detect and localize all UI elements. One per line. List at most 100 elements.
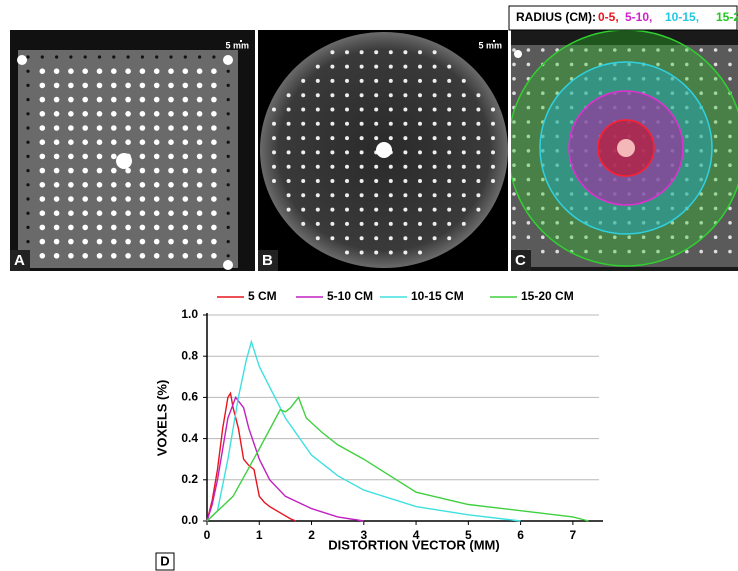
dot bbox=[26, 83, 30, 87]
dot bbox=[125, 182, 131, 188]
dot bbox=[111, 68, 117, 74]
dot bbox=[153, 224, 160, 231]
dot bbox=[139, 96, 146, 103]
dot bbox=[182, 82, 189, 89]
dot bbox=[182, 153, 189, 160]
dot bbox=[26, 197, 30, 201]
dot bbox=[598, 221, 603, 225]
dot bbox=[613, 249, 617, 254]
dot bbox=[39, 125, 46, 131]
dot bbox=[182, 224, 189, 231]
dot bbox=[96, 253, 103, 259]
dot bbox=[359, 164, 364, 169]
dot bbox=[139, 153, 146, 160]
dot bbox=[139, 224, 146, 231]
scale-bar bbox=[240, 40, 242, 42]
dot bbox=[569, 177, 574, 182]
dot bbox=[196, 111, 203, 117]
dot bbox=[685, 62, 689, 67]
dot bbox=[685, 91, 689, 95]
x-tick-label: 1 bbox=[256, 528, 263, 542]
dot bbox=[196, 182, 203, 188]
dot bbox=[168, 82, 174, 89]
dot bbox=[330, 150, 335, 155]
dot bbox=[168, 167, 174, 174]
dot bbox=[96, 238, 103, 245]
dot bbox=[526, 177, 531, 182]
dot bbox=[728, 177, 732, 182]
hole bbox=[116, 153, 132, 169]
dot bbox=[728, 48, 732, 52]
dot bbox=[403, 64, 408, 69]
dot bbox=[315, 64, 320, 69]
dot bbox=[345, 179, 349, 183]
dot bbox=[53, 139, 60, 145]
dot bbox=[713, 192, 718, 196]
dot bbox=[272, 150, 276, 155]
dot bbox=[374, 64, 379, 69]
dot bbox=[315, 221, 320, 226]
dot bbox=[461, 207, 466, 212]
dot bbox=[111, 182, 117, 188]
dot bbox=[713, 48, 718, 52]
dot bbox=[418, 221, 422, 226]
dot bbox=[641, 48, 646, 52]
dot bbox=[728, 163, 732, 167]
dot bbox=[26, 69, 30, 73]
dot bbox=[39, 82, 46, 89]
dot bbox=[476, 207, 481, 212]
dot bbox=[82, 139, 88, 145]
dot bbox=[53, 111, 60, 117]
dot bbox=[53, 167, 60, 174]
dot bbox=[96, 182, 103, 188]
dot bbox=[211, 196, 217, 202]
dot bbox=[728, 221, 732, 225]
dot bbox=[68, 96, 74, 103]
legend-label: 5 CM bbox=[248, 289, 277, 303]
dot bbox=[491, 107, 495, 112]
x-tick-label: 3 bbox=[360, 528, 367, 542]
dot bbox=[226, 197, 230, 201]
dot bbox=[461, 136, 466, 141]
dot bbox=[82, 210, 88, 216]
dot bbox=[613, 77, 617, 81]
dot bbox=[168, 111, 174, 117]
dot bbox=[153, 125, 160, 131]
dot bbox=[125, 196, 131, 202]
dot bbox=[345, 193, 349, 198]
dot bbox=[388, 164, 393, 169]
dot bbox=[330, 78, 335, 83]
dot bbox=[512, 206, 516, 211]
dot bbox=[359, 64, 364, 69]
dot bbox=[96, 111, 103, 117]
dot bbox=[418, 64, 422, 69]
x-tick-label: 2 bbox=[308, 528, 315, 542]
dot bbox=[432, 121, 437, 126]
dot bbox=[569, 120, 574, 124]
dot bbox=[82, 238, 88, 245]
dot bbox=[598, 77, 603, 81]
dot bbox=[39, 182, 46, 188]
dot bbox=[656, 91, 660, 95]
dot bbox=[125, 253, 131, 259]
dot bbox=[315, 236, 320, 241]
x-tick-label: 5 bbox=[465, 528, 472, 542]
dot bbox=[670, 105, 675, 110]
dot bbox=[699, 249, 703, 254]
dot bbox=[627, 249, 631, 254]
dot bbox=[388, 64, 393, 69]
dot bbox=[330, 64, 335, 69]
dot bbox=[211, 182, 217, 188]
dot bbox=[53, 224, 60, 231]
dot bbox=[685, 249, 689, 254]
dot bbox=[476, 136, 481, 141]
dot bbox=[685, 48, 689, 52]
legend-label: 10-15 CM bbox=[411, 289, 464, 303]
dot bbox=[526, 235, 531, 239]
dot bbox=[68, 167, 74, 174]
dot bbox=[491, 150, 495, 155]
dot bbox=[196, 196, 203, 202]
x-axis-label: DISTORTION VECTOR (MM) bbox=[328, 537, 499, 552]
dot bbox=[286, 207, 291, 212]
dot bbox=[82, 167, 88, 174]
